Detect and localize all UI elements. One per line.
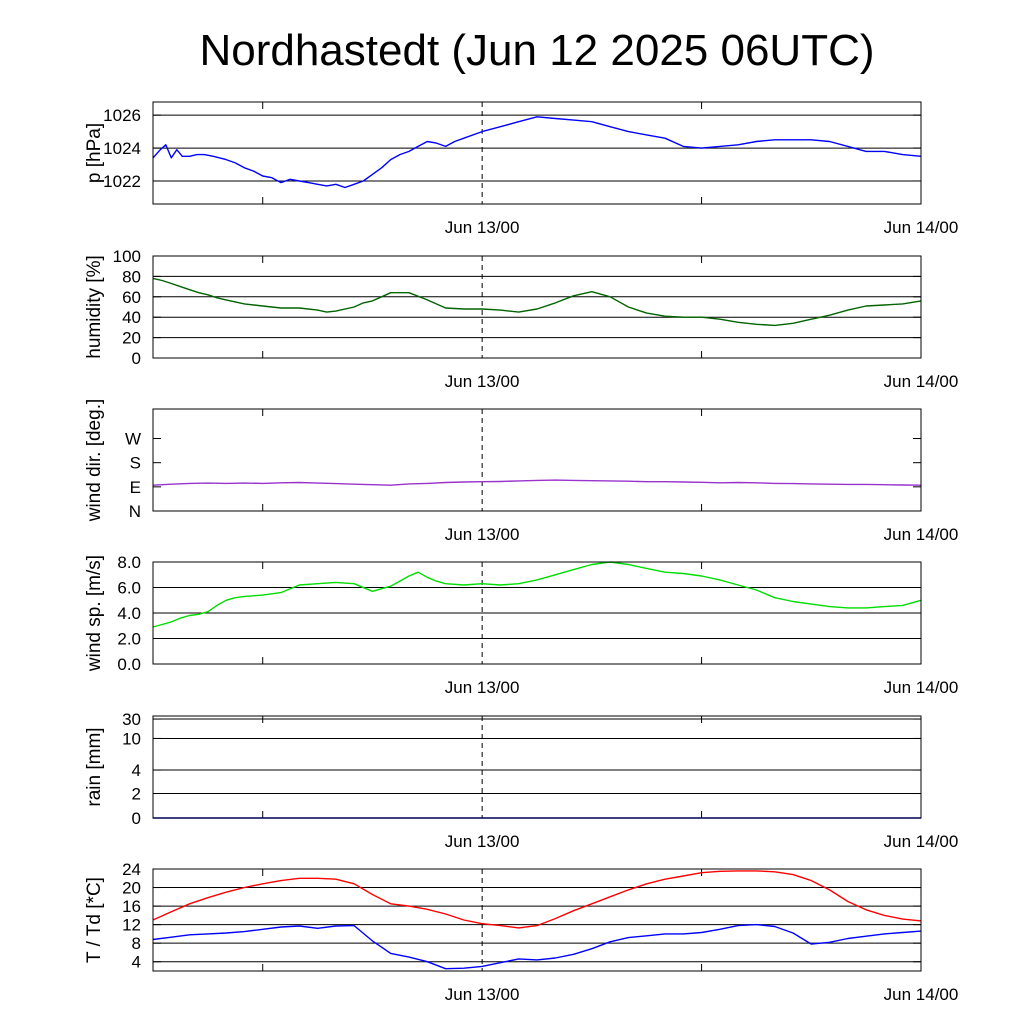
humidity-ytick-label: 40 <box>122 308 141 327</box>
wind_direction-ytick-label: E <box>130 478 141 497</box>
temperature-ytick-label: 24 <box>122 860 141 879</box>
temperature-ytick-label: 12 <box>122 916 141 935</box>
wind_direction-xtick-label: Jun 14/00 <box>884 525 959 544</box>
temperature-ytick-label: 8 <box>132 934 141 953</box>
wind_speed-frame <box>152 561 922 665</box>
humidity-ytick-label: 100 <box>113 247 141 266</box>
wind_direction-ytick-label: S <box>130 454 141 473</box>
rain-ytick-label: 10 <box>122 729 141 748</box>
temperature-ytick-label: 16 <box>122 897 141 916</box>
rain-ytick-label: 4 <box>132 761 141 780</box>
rain-ytick-label: 30 <box>122 710 141 729</box>
wind_speed-ytick-label: 2.0 <box>117 630 141 649</box>
wind_direction-ytick-label: N <box>129 502 141 521</box>
wind_speed-panel: 0.0 2.0 4.0 6.0 8.0 wind sp. [m/s] Jun 13/00 Ju… <box>84 553 958 697</box>
wind_direction-axis-title: wind dir. [deg.] <box>84 399 105 523</box>
temperature-ytick-label: 4 <box>132 953 141 972</box>
wind_direction-series-0 <box>152 479 922 486</box>
rain-xtick-label: Jun 14/00 <box>884 832 959 851</box>
pressure-series-0 <box>152 116 922 189</box>
pressure-ytick-label: 1022 <box>103 172 141 191</box>
rain-xtick-label: Jun 13/00 <box>445 832 520 851</box>
temperature-series-0 <box>152 870 922 929</box>
pressure-axis-title: p [hPa] <box>84 123 105 183</box>
wind_speed-xtick-label: Jun 14/00 <box>884 678 959 697</box>
humidity-axis-title: humidity [%] <box>84 255 105 358</box>
wind_speed-ytick-label: 0.0 <box>117 655 141 674</box>
page-title: Nordhastedt (Jun 12 2025 06UTC) <box>199 26 875 75</box>
wind_speed-series-0 <box>152 561 922 628</box>
pressure-frame <box>152 101 922 205</box>
humidity-xtick-label: Jun 13/00 <box>445 372 520 391</box>
wind_direction-ytick-label: W <box>125 430 141 449</box>
rain-axis-title: rain [mm] <box>84 727 105 806</box>
wind_speed-ytick-label: 4.0 <box>117 604 141 623</box>
humidity-xtick-label: Jun 14/00 <box>884 372 959 391</box>
humidity-ytick-label: 60 <box>122 288 141 307</box>
humidity-series-0 <box>152 277 922 327</box>
wind_direction-frame <box>152 408 922 512</box>
temperature-xtick-label: Jun 14/00 <box>884 985 959 1004</box>
wind_speed-ytick-label: 6.0 <box>117 579 141 598</box>
humidity-ytick-label: 0 <box>132 349 141 368</box>
temperature-series-1 <box>152 923 922 970</box>
pressure-xtick-label: Jun 13/00 <box>445 218 520 237</box>
temperature-ytick-label: 20 <box>122 879 141 898</box>
pressure-xtick-label: Jun 14/00 <box>884 218 959 237</box>
wind_speed-ytick-label: 8.0 <box>117 553 141 572</box>
temperature-axis-title: T / Td [*C] <box>84 877 105 963</box>
temperature-frame <box>152 868 922 972</box>
temperature-xtick-label: Jun 13/00 <box>445 985 520 1004</box>
pressure-ytick-label: 1024 <box>103 139 141 158</box>
humidity-ytick-label: 20 <box>122 329 141 348</box>
wind_speed-axis-title: wind sp. [m/s] <box>84 555 105 672</box>
rain-ytick-label: 0 <box>132 809 141 828</box>
pressure-ytick-label: 1026 <box>103 106 141 125</box>
rain-ytick-label: 2 <box>132 785 141 804</box>
wind_direction-xtick-label: Jun 13/00 <box>445 525 520 544</box>
rain-frame <box>152 715 922 819</box>
humidity-ytick-label: 80 <box>122 267 141 286</box>
humidity-frame <box>152 255 922 359</box>
wind_speed-xtick-label: Jun 13/00 <box>445 678 520 697</box>
